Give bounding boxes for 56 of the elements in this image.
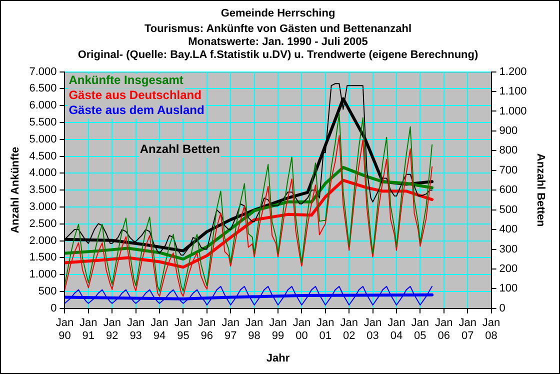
y2-tick-label: 100	[499, 282, 518, 295]
y2-tick-label: 1.000	[499, 105, 527, 118]
y2-tick-label: 1.200	[499, 66, 527, 78]
x-tick-label: Jan 01	[316, 317, 334, 342]
y2-tick-label: 0	[499, 302, 506, 314]
text: Ankünfte Insgesamt	[68, 73, 184, 88]
text: Gäste aus Deutschland	[68, 88, 202, 102]
y2-tick-label: 500	[499, 204, 518, 216]
y-tick-label: 500	[38, 286, 57, 298]
annotation: Anzahl Betten	[140, 142, 220, 156]
y-tick-label: 4.000	[29, 167, 57, 180]
y-tick-label: 7.000	[29, 66, 57, 78]
x-tick-label: Jan 94	[150, 317, 168, 342]
x-tick-label: Jan 03	[364, 317, 382, 342]
y-tick-label: 1.000	[29, 268, 57, 281]
x-tick-label: Jan 02	[340, 317, 358, 342]
x-tick-label: Jan 07	[458, 317, 476, 342]
x-tick-label: Jan 00	[292, 317, 311, 342]
x-tick-label: Jan 92	[103, 317, 121, 342]
y2-tick-label: 600	[499, 184, 518, 196]
x-tick-label: Jan 90	[56, 317, 74, 342]
text: Gäste aus dem Ausland	[68, 103, 204, 118]
y2-tick-label: 900	[499, 124, 518, 137]
x-tick-label: Jan 97	[222, 317, 240, 342]
y-tick-label: 2.000	[29, 234, 57, 247]
y-axis-title: Anzahl Ankünfte	[10, 146, 22, 234]
chart-title: Gemeinde Herrsching	[220, 8, 336, 20]
y-tick-label: 2.500	[29, 218, 57, 230]
y-tick-label: 5.500	[29, 116, 57, 129]
y-tick-label: 1.500	[29, 252, 57, 264]
y2-tick-label: 400	[499, 224, 518, 236]
y-tick-label: 6.500	[29, 82, 57, 95]
y-tick-label: 4.500	[29, 150, 57, 162]
x-tick-label: Jan 05	[411, 317, 430, 342]
y2-tick-label: 1.100	[499, 86, 527, 98]
x-tick-label: Jan 06	[435, 317, 453, 342]
x-tick-label: Jan 08	[482, 317, 500, 342]
x-tick-label: Jan 91	[80, 317, 98, 342]
y-tick-label: 6.000	[29, 100, 57, 112]
x-tick-label: Jan 96	[198, 317, 216, 342]
x-tick-label: Jan 04	[388, 317, 406, 342]
chart-subtitle: Tourismus: Ankünfte von Gästen und Bettenanzahl Monatswerte: Jan. 1990 - Juli 2005 Original- (Quelle: Bay.LA f.Statistik u.DV) u. Trendwerte (eigene Berechnung)	[78, 22, 478, 62]
y-tick-label: 0	[50, 302, 57, 314]
x-tick-label: Jan 93	[126, 317, 145, 342]
y2-tick-label: 300	[499, 243, 518, 256]
y2-tick-label: 200	[499, 263, 518, 275]
x-tick-label: Jan 98	[245, 317, 264, 342]
y2-tick-label: 700	[499, 164, 518, 176]
y-tick-label: 3.500	[29, 184, 57, 196]
y2-axis-title: Anzahl Betten	[534, 153, 546, 228]
y2-tick-label: 800	[499, 144, 518, 157]
x-tick-label: Jan 95	[174, 317, 192, 342]
x-axis-title: Jahr	[266, 352, 290, 364]
y-tick-label: 3.000	[29, 201, 57, 214]
y-tick-label: 5.000	[29, 133, 57, 146]
x-tick-label: Jan 99	[269, 317, 287, 342]
